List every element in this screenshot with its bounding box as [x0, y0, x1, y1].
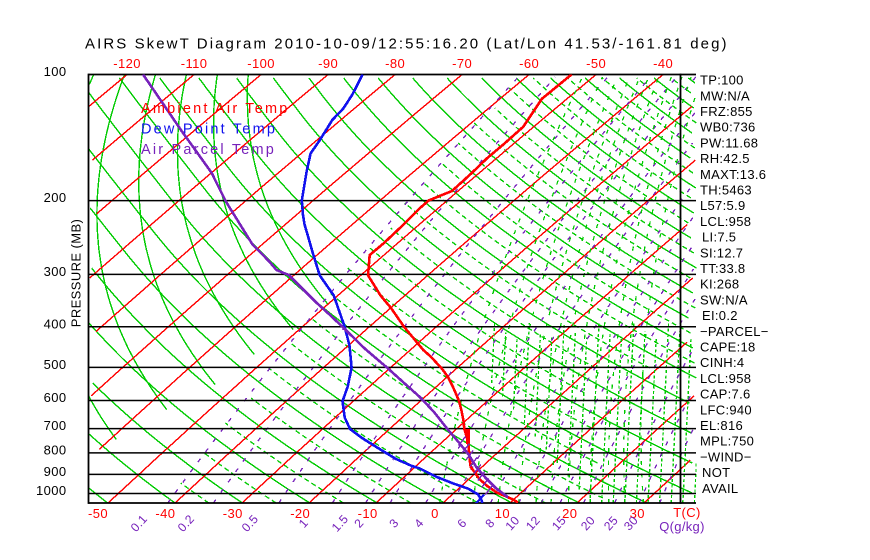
svg-text:MW:N/A: MW:N/A	[700, 88, 750, 103]
svg-text:300: 300	[44, 264, 67, 279]
svg-text:FRZ:855: FRZ:855	[700, 104, 753, 119]
svg-text:EL:816: EL:816	[700, 418, 743, 433]
svg-text:AVAIL: AVAIL	[702, 481, 738, 496]
svg-text:-40: -40	[155, 506, 175, 521]
svg-text:-100: -100	[247, 56, 275, 71]
svg-text:900: 900	[44, 464, 67, 479]
svg-text:-10: -10	[358, 506, 378, 521]
svg-text:SI:12.7: SI:12.7	[700, 245, 743, 260]
svg-text:Air Parcel Temp: Air Parcel Temp	[141, 142, 276, 158]
svg-text:-90: -90	[318, 56, 338, 71]
svg-text:1000: 1000	[36, 483, 67, 498]
svg-text:TH:5463: TH:5463	[700, 183, 752, 198]
svg-text:SW:N/A: SW:N/A	[700, 292, 748, 307]
svg-text:100: 100	[44, 64, 67, 79]
svg-text:MPL:750: MPL:750	[700, 434, 754, 449]
svg-text:LCL:958: LCL:958	[700, 371, 751, 386]
svg-text:-70: -70	[452, 56, 472, 71]
svg-text:500: 500	[44, 357, 67, 372]
svg-text:10: 10	[495, 506, 510, 521]
svg-text:-40: -40	[653, 56, 673, 71]
svg-text:AIRS SkewT Diagram 2010-10-09/: AIRS SkewT Diagram 2010-10-09/12:55:16.2…	[85, 36, 729, 53]
svg-text:-20: -20	[290, 506, 310, 521]
svg-text:−PARCEL−: −PARCEL−	[700, 324, 769, 339]
svg-text:30: 30	[630, 506, 645, 521]
svg-text:-80: -80	[385, 56, 405, 71]
svg-text:T(C): T(C)	[673, 505, 701, 520]
svg-text:RH:42.5: RH:42.5	[700, 151, 750, 166]
svg-text:200: 200	[44, 190, 67, 205]
svg-text:LI:7.5: LI:7.5	[702, 230, 736, 245]
svg-text:EI:0.2: EI:0.2	[702, 308, 738, 323]
svg-text:TT:33.8: TT:33.8	[700, 261, 745, 276]
svg-text:CAPE:18: CAPE:18	[700, 340, 756, 355]
svg-text:PW:11.68: PW:11.68	[700, 135, 758, 150]
svg-text:700: 700	[44, 418, 67, 433]
svg-text:-50: -50	[88, 506, 108, 521]
svg-text:PRESSURE (MB): PRESSURE (MB)	[69, 219, 84, 328]
svg-text:-110: -110	[181, 56, 208, 71]
svg-text:−WIND−: −WIND−	[700, 449, 752, 464]
svg-text:TP:100: TP:100	[700, 73, 744, 88]
svg-text:-30: -30	[223, 506, 243, 521]
svg-text:Ambient Air Temp: Ambient Air Temp	[141, 101, 290, 117]
svg-text:-60: -60	[519, 56, 539, 71]
svg-text:0: 0	[431, 506, 439, 521]
svg-text:CAP:7.6: CAP:7.6	[700, 387, 751, 402]
svg-text:400: 400	[44, 316, 67, 331]
svg-text:NOT: NOT	[702, 465, 730, 480]
svg-text:Q(g/kg): Q(g/kg)	[659, 519, 704, 534]
svg-text:800: 800	[44, 442, 67, 457]
svg-text:600: 600	[44, 390, 67, 405]
svg-text:KI:268: KI:268	[700, 277, 739, 292]
svg-text:CINH:4: CINH:4	[700, 355, 744, 370]
svg-text:Dew Point Temp: Dew Point Temp	[141, 122, 277, 138]
svg-text:LCL:958: LCL:958	[700, 214, 751, 229]
svg-text:LFC:940: LFC:940	[700, 402, 752, 417]
svg-text:-50: -50	[586, 56, 606, 71]
svg-text:20: 20	[562, 506, 577, 521]
svg-text:MAXT:13.6: MAXT:13.6	[700, 167, 766, 182]
svg-text:WB0:736: WB0:736	[700, 120, 756, 135]
svg-text:-120: -120	[113, 56, 141, 71]
svg-text:L57:5.9: L57:5.9	[700, 198, 745, 213]
